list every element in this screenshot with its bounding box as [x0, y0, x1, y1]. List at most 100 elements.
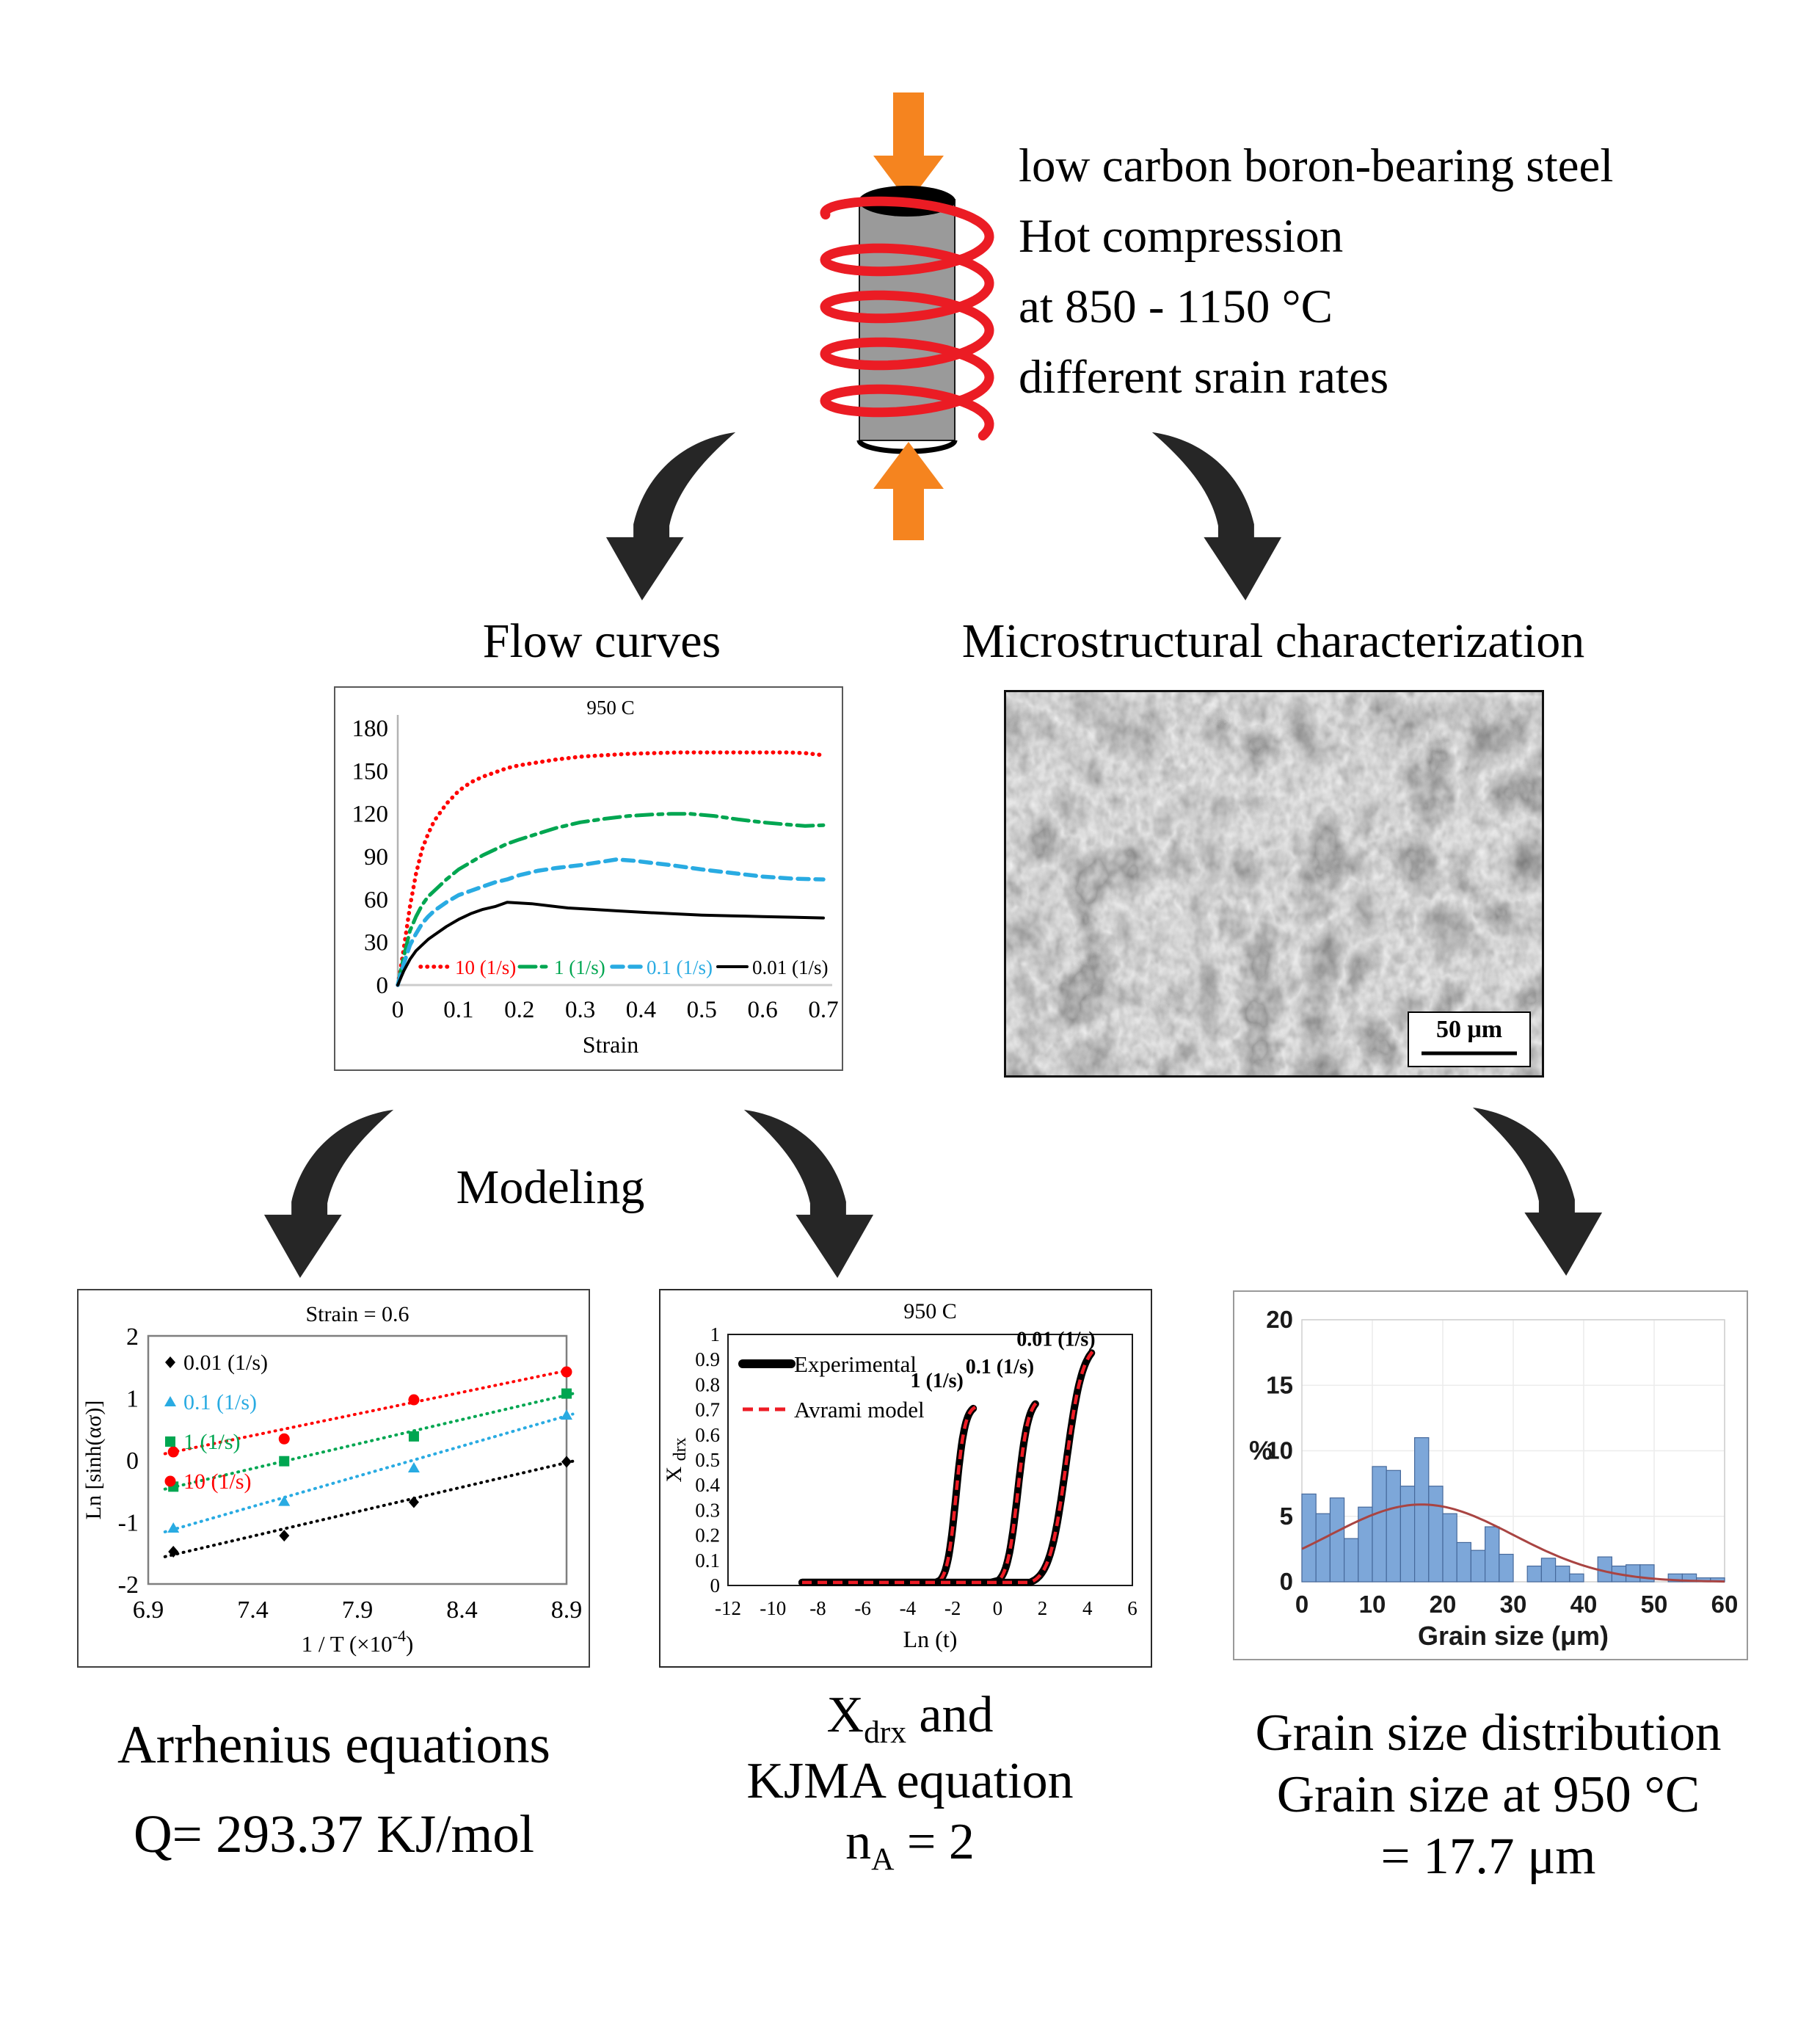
svg-text:0.9: 0.9	[695, 1348, 720, 1370]
svg-text:-4: -4	[900, 1597, 917, 1619]
flow-curves-chart: 950 C 0 30 60 90 120 150 180 0 0.1 0.2 0.3 0.4 0.5 0.6…	[334, 686, 843, 1071]
svg-text:90: 90	[364, 844, 388, 871]
caption-n-sub: A	[871, 1842, 895, 1878]
svg-text:950 C: 950 C	[586, 697, 634, 719]
svg-text:5: 5	[1280, 1503, 1293, 1530]
svg-text:Experimental: Experimental	[794, 1351, 917, 1377]
caption-line: Xdrx and	[697, 1685, 1123, 1751]
specimen-with-induction-coil-icon	[820, 186, 994, 454]
svg-text:-2: -2	[118, 1572, 139, 1599]
svg-text:0.3: 0.3	[695, 1499, 720, 1521]
svg-text:950 C: 950 C	[903, 1299, 957, 1323]
svg-text:0: 0	[376, 973, 389, 999]
svg-text:0.4: 0.4	[695, 1474, 720, 1496]
caption-eq: = 2	[894, 1814, 975, 1870]
svg-text:Strain = 0.6: Strain = 0.6	[305, 1302, 409, 1326]
svg-text:0.01 (1/s): 0.01 (1/s)	[1016, 1328, 1095, 1351]
modeling-heading: Modeling	[456, 1160, 645, 1214]
caption-line: Q= 293.37 KJ/mol	[133, 1803, 535, 1864]
svg-text:-8: -8	[809, 1597, 826, 1619]
arrhenius-chart: Strain = 0.6 2 1 0 -1 -2 6.9 7.4 7.9 8.4 8.9 Ln [si…	[77, 1289, 590, 1668]
svg-text:7.9: 7.9	[342, 1596, 374, 1624]
svg-text:150: 150	[352, 758, 389, 785]
svg-text:120: 120	[352, 802, 389, 828]
svg-text:0.5: 0.5	[695, 1449, 720, 1471]
svg-text:Strain: Strain	[583, 1031, 638, 1058]
arrow-shaft	[893, 92, 924, 156]
svg-text:6: 6	[1127, 1597, 1138, 1619]
svg-text:0: 0	[1280, 1568, 1293, 1595]
compression-arrow-up-icon	[873, 442, 944, 540]
svg-text:10 (1/s): 10 (1/s)	[183, 1469, 252, 1494]
svg-text:0.8: 0.8	[695, 1373, 720, 1395]
svg-text:0: 0	[392, 997, 404, 1023]
svg-text:0: 0	[993, 1597, 1003, 1619]
kjma-caption: Xdrx and KJMA equation nA = 2	[697, 1685, 1123, 1878]
svg-text:Avrami model: Avrami model	[794, 1397, 925, 1423]
scale-bar: 50 μm	[1408, 1011, 1531, 1067]
svg-text:0.01 (1/s): 0.01 (1/s)	[183, 1351, 268, 1375]
headline-line-3: at 850 - 1150 °C	[1019, 280, 1333, 333]
svg-text:0.2: 0.2	[504, 997, 534, 1023]
curved-arrow-to-microstructure-icon	[1151, 432, 1282, 601]
scale-bar-label: 50 μm	[1436, 1016, 1502, 1043]
caption-line: = 17.7 μm	[1380, 1827, 1596, 1885]
svg-text:Ln [sinh(ασ)]: Ln [sinh(ασ)]	[81, 1400, 106, 1520]
curved-arrow-to-kjma-icon	[743, 1109, 874, 1279]
svg-text:0.4: 0.4	[626, 997, 656, 1023]
svg-text:0.5: 0.5	[687, 997, 717, 1023]
microstructure-heading: Microstructural characterization	[961, 614, 1585, 668]
caption-line: Arrhenius equations	[117, 1715, 550, 1774]
svg-text:60: 60	[1711, 1591, 1739, 1618]
headline-text: low carbon boron-bearing steel Hot compr…	[1019, 131, 1808, 413]
headline-line-4: different srain rates	[1019, 351, 1389, 404]
micrograph-image: 50 μm	[1004, 690, 1544, 1078]
caption-x: X	[826, 1687, 864, 1743]
svg-text:0.1: 0.1	[695, 1549, 720, 1572]
svg-text:-6: -6	[854, 1597, 871, 1619]
svg-text:6.9: 6.9	[133, 1596, 164, 1624]
svg-text:0: 0	[126, 1447, 139, 1475]
svg-text:-12: -12	[715, 1597, 741, 1619]
svg-text:Ln (t): Ln (t)	[903, 1626, 958, 1652]
svg-text:1 (1/s): 1 (1/s)	[911, 1370, 964, 1392]
svg-text:10: 10	[1359, 1591, 1386, 1618]
svg-text:1 (1/s): 1 (1/s)	[183, 1430, 241, 1454]
svg-text:8.4: 8.4	[446, 1596, 478, 1624]
svg-text:0.1: 0.1	[443, 997, 473, 1023]
svg-text:%: %	[1249, 1436, 1273, 1466]
svg-text:-10: -10	[760, 1597, 786, 1619]
svg-text:1 (1/s): 1 (1/s)	[554, 956, 605, 978]
arrow-head	[873, 442, 944, 489]
scale-bar-box	[1408, 1011, 1531, 1067]
svg-text:0.3: 0.3	[565, 997, 595, 1023]
svg-text:10 (1/s): 10 (1/s)	[455, 956, 516, 978]
caption-line: nA = 2	[697, 1812, 1123, 1878]
grain-size-caption: Grain size distribution Grain size at 95…	[1195, 1703, 1782, 1887]
induction-coil-icon	[820, 196, 994, 441]
caption-and: and	[906, 1687, 994, 1743]
svg-text:0: 0	[710, 1574, 721, 1596]
svg-text:1: 1	[710, 1323, 721, 1345]
svg-text:0.1 (1/s): 0.1 (1/s)	[966, 1356, 1034, 1378]
svg-text:1 / T (×10-4): 1 / T (×10-4)	[302, 1627, 414, 1657]
curved-arrow-to-arrhenius-icon	[263, 1109, 394, 1279]
svg-text:0.01 (1/s): 0.01 (1/s)	[752, 956, 829, 978]
svg-text:8.9: 8.9	[551, 1596, 583, 1624]
curved-arrow-to-grain-size-icon	[1472, 1107, 1603, 1276]
svg-text:0.1 (1/s): 0.1 (1/s)	[647, 956, 713, 978]
flow-curves-heading: Flow curves	[482, 614, 721, 668]
svg-text:50: 50	[1641, 1591, 1668, 1618]
svg-text:30: 30	[364, 930, 388, 956]
svg-text:0.6: 0.6	[748, 997, 778, 1023]
svg-text:Grain size (μm): Grain size (μm)	[1418, 1621, 1609, 1651]
svg-text:1: 1	[126, 1386, 139, 1413]
grain-size-histogram: 0 5 10 15 20 0 10 20 30 40 50 60% Grain size (μm)	[1233, 1290, 1748, 1660]
svg-text:-1: -1	[118, 1510, 139, 1537]
headline-line-2: Hot compression	[1019, 210, 1344, 263]
svg-text:0.7: 0.7	[695, 1399, 720, 1421]
headline-line-1: low carbon boron-bearing steel	[1019, 139, 1614, 192]
svg-text:7.4: 7.4	[237, 1596, 269, 1624]
svg-text:X drx: X drx	[662, 1437, 690, 1482]
